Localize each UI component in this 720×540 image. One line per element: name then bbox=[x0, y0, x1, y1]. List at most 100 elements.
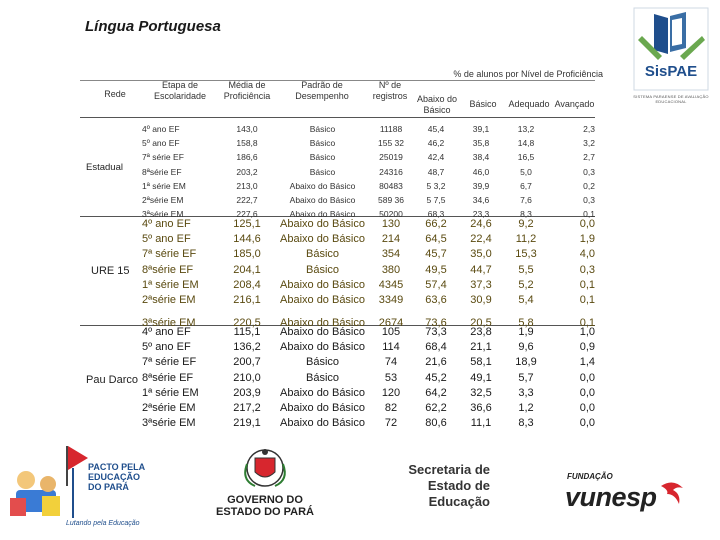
pacto-logo: PACTO PELA EDUCAÇÃO DO PARÁ Lutando pela… bbox=[8, 440, 168, 532]
cell-basico: 23,3 bbox=[472, 209, 490, 220]
table-row: 2ªsérie EM 216,1 Abaixo do Básico 3349 63,6 3… bbox=[80, 294, 595, 309]
vunesp-logo: FUNDAÇÃO vunesp bbox=[565, 472, 695, 522]
cell-adequado: 9,2 bbox=[518, 218, 534, 230]
cell-etapa: 8ªsérie EF bbox=[142, 263, 194, 276]
cell-avancado: 3,2 bbox=[583, 138, 595, 149]
sispae-caption: SISTEMA PARAENSE DE AVALIAÇÃO EDUCACIONA… bbox=[633, 94, 709, 104]
table-row: 3ªsérie EM 227,6 Abaixo do Básico 50200 68,3… bbox=[80, 209, 595, 223]
header-abaixo: Abaixo do Básico bbox=[412, 94, 462, 116]
cell-basico: 58,1 bbox=[470, 356, 492, 369]
cell-media: 143,0 bbox=[236, 124, 258, 134]
cell-avancado: 0,0 bbox=[579, 402, 595, 414]
cell-padrao: Abaixo do Básico bbox=[280, 417, 365, 430]
cell-media: 208,4 bbox=[233, 278, 261, 291]
cell-adequado: 5,0 bbox=[520, 166, 532, 177]
cell-abaixo: 57,4 bbox=[425, 278, 447, 291]
cell-basico: 23,8 bbox=[470, 326, 492, 338]
table-row: 4º ano EF 143,0 Básico 11188 45,4 39,1 13,2 2,3 bbox=[80, 124, 595, 138]
governo-line2: ESTADO DO PARÁ bbox=[216, 506, 314, 518]
cell-etapa: 1ª série EM bbox=[142, 386, 199, 399]
header-padrao-line1: Padrão de bbox=[301, 80, 343, 90]
table-row: 3ªsérie EM 219,1 Abaixo do Básico 72 80,6 11,… bbox=[80, 417, 595, 432]
cell-etapa: 7ª série EF bbox=[142, 152, 184, 163]
cell-padrao: Abaixo do Básico bbox=[289, 195, 356, 205]
cell-media: 222,7 bbox=[236, 195, 258, 205]
cell-media: 136,2 bbox=[233, 341, 261, 354]
cell-padrao: Abaixo do Básico bbox=[280, 341, 365, 354]
group-label-ure15: URE 15 bbox=[91, 265, 130, 277]
header-separator bbox=[80, 117, 595, 118]
cell-registros: 72 bbox=[384, 417, 398, 430]
cell-etapa: 3ªsérie EM bbox=[142, 209, 184, 220]
cell-etapa: 3ªsérie EM bbox=[142, 317, 196, 330]
cell-avancado: 0,2 bbox=[583, 180, 595, 191]
cell-adequado: 5,8 bbox=[518, 317, 534, 330]
cell-media: 227,6 bbox=[236, 209, 258, 220]
vunesp-bird-icon bbox=[661, 482, 683, 504]
cell-padrao: Abaixo do Básico bbox=[280, 402, 365, 414]
cell-abaixo: 21,6 bbox=[425, 356, 447, 369]
cell-basico: 39,1 bbox=[472, 124, 490, 134]
cell-adequado: 3,3 bbox=[518, 386, 534, 399]
cell-etapa: 5º ano EF bbox=[142, 138, 180, 149]
header-basico: Básico bbox=[469, 99, 497, 109]
table-row: 4º ano EF 125,1 Abaixo do Básico 130 66,2 24,… bbox=[80, 218, 595, 233]
table-row: 1ª série EM 203,9 Abaixo do Básico 120 64,2 3… bbox=[80, 387, 595, 402]
header-registros: Nº de registros bbox=[368, 80, 412, 102]
sispae-wordmark: SisPAE bbox=[645, 63, 697, 80]
cell-adequado: 13,2 bbox=[517, 124, 535, 134]
cell-etapa: 2ªsérie EM bbox=[142, 195, 184, 205]
cell-etapa: 4º ano EF bbox=[142, 326, 191, 338]
table-row: 8ªsérie EF 210,0 Básico 53 45,2 49,1 5,7 0,0 bbox=[80, 372, 595, 387]
cell-avancado: 4,0 bbox=[579, 248, 595, 261]
cell-padrao: Básico bbox=[305, 248, 340, 261]
book-icon bbox=[638, 12, 705, 60]
cell-abaixo: 64,5 bbox=[425, 233, 447, 246]
header-registros-line2: registros bbox=[372, 91, 408, 101]
cell-media: 204,1 bbox=[233, 263, 261, 276]
cell-padrao: Abaixo do Básico bbox=[280, 386, 365, 399]
cell-registros: 74 bbox=[384, 356, 398, 369]
cell-media: 185,0 bbox=[233, 248, 261, 261]
header-adequado: Adequado bbox=[508, 99, 550, 109]
table-row: 7ª série EF 186,6 Básico 25019 42,4 38,4 16,5 2… bbox=[80, 152, 595, 166]
cell-padrao: Básico bbox=[309, 124, 336, 134]
cell-basico: 34,6 bbox=[472, 195, 490, 205]
secretaria-line1: Secretaria de bbox=[408, 462, 490, 477]
table-row: 4º ano EF 115,1 Abaixo do Básico 105 73,3 23,… bbox=[80, 326, 595, 341]
header-etapa: Etapa de Escolaridade bbox=[146, 80, 214, 102]
top-rule bbox=[80, 80, 595, 81]
cell-registros: 105 bbox=[381, 326, 401, 338]
cell-registros: 82 bbox=[384, 402, 398, 414]
header-percent-title: % de alunos por Nível de Proficiência bbox=[453, 69, 603, 79]
header-padrao-line2: Desempenho bbox=[295, 91, 349, 101]
cell-padrao: Abaixo do Básico bbox=[280, 233, 365, 246]
cell-padrao: Abaixo do Básico bbox=[280, 294, 365, 306]
cell-registros: 11188 bbox=[379, 124, 403, 134]
table-row: 7ª série EF 200,7 Básico 74 21,6 58,1 18,9 1,4 bbox=[80, 356, 595, 371]
cell-basico: 39,9 bbox=[472, 180, 490, 191]
cell-padrao: Abaixo do Básico bbox=[280, 326, 365, 338]
cell-media: 158,8 bbox=[236, 138, 258, 149]
cell-abaixo: 73,6 bbox=[425, 317, 447, 330]
cell-abaixo: 45,7 bbox=[425, 248, 447, 261]
cell-avancado: 0,3 bbox=[583, 166, 595, 177]
cell-padrao: Básico bbox=[305, 356, 340, 369]
cell-avancado: 1,4 bbox=[579, 356, 595, 369]
table-row: 1ª série EM 213,0 Abaixo do Básico 80483 5 3… bbox=[80, 181, 595, 195]
cell-adequado: 7,6 bbox=[520, 195, 532, 205]
cell-abaixo: 5 7,5 bbox=[426, 195, 446, 205]
header-etapa-line2: Escolaridade bbox=[153, 91, 207, 101]
cell-basico: 11,1 bbox=[470, 417, 492, 430]
group-separator-1 bbox=[80, 216, 595, 217]
cell-abaixo: 5 3,2 bbox=[426, 180, 446, 191]
cell-media: 203,9 bbox=[233, 386, 261, 399]
cell-adequado: 5,5 bbox=[518, 263, 534, 276]
cell-registros: 354 bbox=[381, 248, 401, 261]
cell-etapa: 5º ano EF bbox=[142, 341, 191, 354]
cell-abaixo: 80,6 bbox=[425, 417, 447, 430]
table-row: 8ªsérie EF 204,1 Básico 380 49,5 44,7 5,5 0,3 bbox=[80, 264, 595, 279]
table-row: 1ª série EM 208,4 Abaixo do Básico 4345 57,4… bbox=[80, 279, 595, 294]
cell-adequado: 14,8 bbox=[517, 138, 535, 149]
header-rede: Rede bbox=[104, 89, 126, 99]
